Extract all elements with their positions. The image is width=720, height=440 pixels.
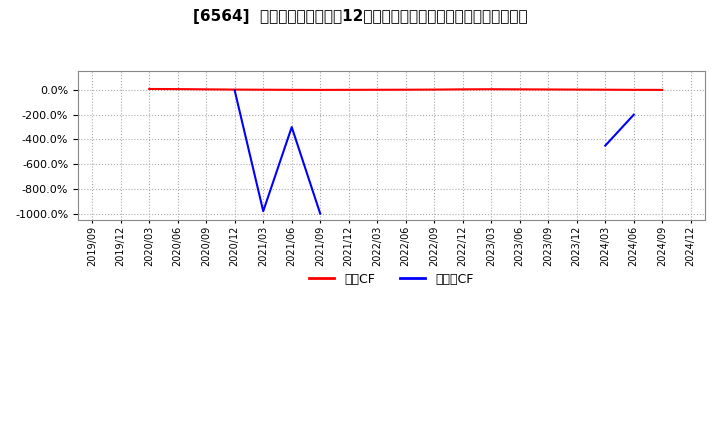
営業CF	[601, 87, 610, 92]
営業CF	[373, 87, 382, 92]
フリーCF	[259, 209, 268, 214]
フリーCF	[287, 125, 296, 130]
営業CF	[174, 86, 182, 92]
Text: [6564]  キャッシュフローの12か月移動合計の対前年同期増減率の推移: [6564] キャッシュフローの12か月移動合計の対前年同期増減率の推移	[193, 9, 527, 24]
営業CF	[629, 87, 638, 92]
営業CF	[316, 87, 325, 92]
営業CF	[487, 87, 495, 92]
営業CF	[202, 87, 210, 92]
営業CF	[287, 87, 296, 92]
営業CF	[572, 87, 581, 92]
営業CF	[402, 87, 410, 92]
フリーCF	[316, 211, 325, 216]
営業CF	[658, 87, 667, 92]
営業CF	[145, 86, 153, 92]
営業CF	[430, 87, 438, 92]
営業CF	[544, 87, 552, 92]
営業CF	[516, 87, 524, 92]
営業CF	[459, 87, 467, 92]
Line: 営業CF: 営業CF	[149, 89, 662, 90]
フリーCF	[230, 88, 239, 93]
営業CF	[344, 87, 353, 92]
Legend: 営業CF, フリーCF: 営業CF, フリーCF	[305, 268, 479, 291]
営業CF	[259, 87, 268, 92]
Line: フリーCF: フリーCF	[235, 91, 320, 214]
営業CF	[230, 87, 239, 92]
